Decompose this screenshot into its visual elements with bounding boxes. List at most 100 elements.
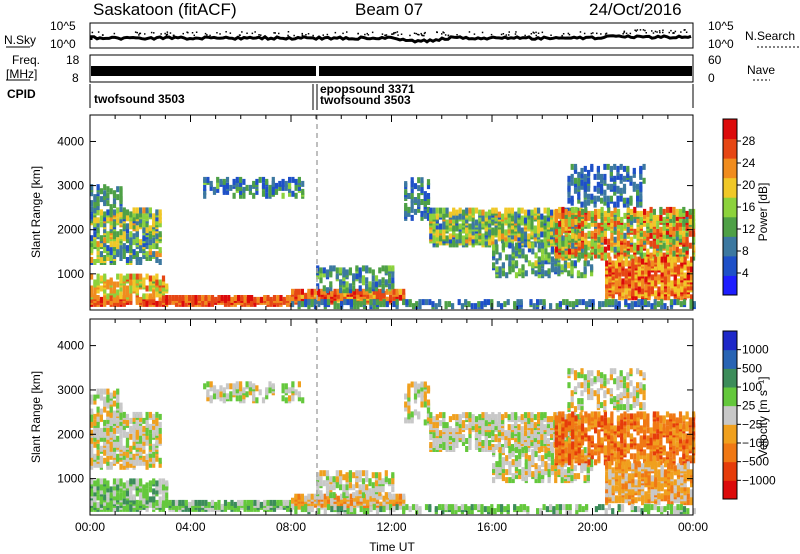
heatmap-cell bbox=[239, 176, 243, 183]
heatmap-cell bbox=[603, 238, 607, 245]
heatmap-cell bbox=[600, 187, 604, 194]
colorbar-segment bbox=[723, 138, 737, 159]
heatmap-cell bbox=[676, 264, 681, 271]
heatmap-cell bbox=[520, 414, 524, 421]
heatmap-cell bbox=[222, 391, 226, 398]
heatmap-cell bbox=[269, 296, 273, 303]
heatmap-cell bbox=[365, 484, 369, 491]
heatmap-cell bbox=[106, 200, 110, 207]
heatmap-cell bbox=[622, 197, 627, 204]
nave-label: Nave bbox=[747, 63, 775, 77]
heatmap-cell bbox=[90, 398, 94, 405]
heatmap-cell bbox=[501, 434, 505, 441]
nsearch-dot bbox=[532, 31, 534, 34]
heatmap-cell bbox=[659, 226, 663, 233]
heatmap-cell bbox=[239, 188, 243, 195]
heatmap-cell bbox=[609, 175, 613, 182]
heatmap-cell bbox=[116, 492, 120, 499]
heatmap-cell bbox=[510, 233, 514, 240]
heatmap-cell bbox=[514, 442, 518, 448]
heatmap-cell bbox=[587, 222, 591, 229]
heatmap-cell bbox=[209, 385, 213, 392]
heatmap-cell bbox=[613, 175, 617, 182]
heatmap-cell bbox=[629, 236, 634, 243]
heatmap-cell bbox=[116, 410, 120, 417]
heatmap-cell bbox=[112, 494, 117, 501]
heatmap-cell bbox=[152, 293, 156, 300]
heatmap-cell bbox=[99, 413, 103, 420]
heatmap-cell bbox=[505, 254, 509, 261]
heatmap-cell bbox=[307, 493, 311, 500]
heatmap-cell bbox=[617, 301, 621, 308]
nsearch-dot bbox=[443, 32, 445, 34]
heatmap-cell bbox=[497, 412, 501, 419]
heatmap-cell bbox=[495, 244, 499, 251]
heatmap-cell bbox=[468, 215, 472, 222]
heatmap-cell bbox=[132, 453, 136, 460]
nsearch-dot bbox=[490, 33, 493, 36]
heatmap-cell bbox=[647, 284, 651, 291]
heatmap-cell bbox=[279, 499, 283, 506]
heatmap-cell bbox=[313, 288, 318, 295]
heatmap-cell bbox=[639, 185, 643, 192]
heatmap-cell bbox=[650, 288, 654, 295]
heatmap-cell bbox=[103, 484, 107, 491]
heatmap-cell bbox=[597, 236, 601, 243]
heatmap-cell bbox=[168, 295, 172, 301]
heatmap-cell bbox=[152, 451, 156, 458]
heatmap-cell bbox=[300, 493, 304, 500]
heatmap-cell bbox=[435, 213, 439, 220]
heatmap-cell bbox=[99, 251, 103, 258]
heatmap-cell bbox=[448, 241, 452, 248]
heatmap-cell bbox=[90, 200, 94, 207]
heatmap-cell bbox=[135, 225, 139, 232]
heatmap-cell bbox=[103, 388, 107, 395]
heatmap-cell bbox=[517, 207, 521, 214]
heatmap-cell bbox=[435, 231, 439, 238]
heatmap-cell bbox=[531, 262, 535, 269]
heatmap-cell bbox=[99, 435, 103, 442]
heatmap-cell bbox=[96, 410, 100, 417]
heatmap-cell bbox=[129, 219, 133, 226]
heatmap-cell bbox=[571, 232, 575, 239]
heatmap-cell bbox=[665, 210, 670, 217]
nsearch-dot bbox=[673, 32, 675, 34]
heatmap-cell bbox=[339, 478, 343, 485]
heatmap-cell bbox=[325, 269, 330, 276]
heatmap-cell bbox=[284, 180, 288, 187]
heatmap-cell bbox=[135, 459, 139, 466]
heatmap-cell bbox=[563, 262, 568, 269]
heatmap-cell bbox=[420, 214, 424, 221]
heatmap-cell bbox=[132, 285, 136, 292]
heatmap-cell bbox=[132, 494, 136, 501]
heatmap-cell bbox=[507, 237, 511, 244]
heatmap-cell bbox=[165, 283, 169, 290]
heatmap-cell bbox=[139, 207, 143, 214]
heatmap-cell bbox=[90, 184, 94, 191]
heatmap-cell bbox=[184, 300, 188, 307]
heatmap-cell bbox=[145, 488, 149, 495]
heatmap-cell bbox=[246, 499, 250, 506]
heatmap-cell bbox=[594, 242, 598, 249]
nsearch-dot bbox=[654, 30, 657, 33]
heatmap-cell bbox=[570, 260, 574, 267]
heatmap-cell bbox=[497, 440, 501, 446]
heatmap-cell bbox=[652, 220, 656, 227]
heatmap-cell bbox=[158, 427, 162, 434]
heatmap-cell bbox=[197, 505, 201, 512]
heatmap-cell bbox=[139, 490, 143, 497]
heatmap-cell bbox=[319, 476, 323, 483]
heatmap-cell bbox=[165, 498, 169, 505]
heatmap-cell bbox=[451, 303, 455, 310]
heatmap-cell bbox=[616, 222, 621, 229]
heatmap-cell bbox=[352, 285, 356, 292]
colorbar-segment bbox=[723, 255, 737, 276]
heatmap-cell bbox=[142, 227, 146, 234]
heatmap-cell bbox=[504, 412, 508, 419]
heatmap-cell bbox=[637, 299, 641, 306]
heatmap-cell bbox=[139, 296, 143, 303]
heatmap-cell bbox=[90, 285, 94, 292]
heatmap-cell bbox=[112, 209, 117, 216]
heatmap-cell bbox=[96, 184, 100, 191]
heatmap-cell bbox=[608, 266, 612, 273]
